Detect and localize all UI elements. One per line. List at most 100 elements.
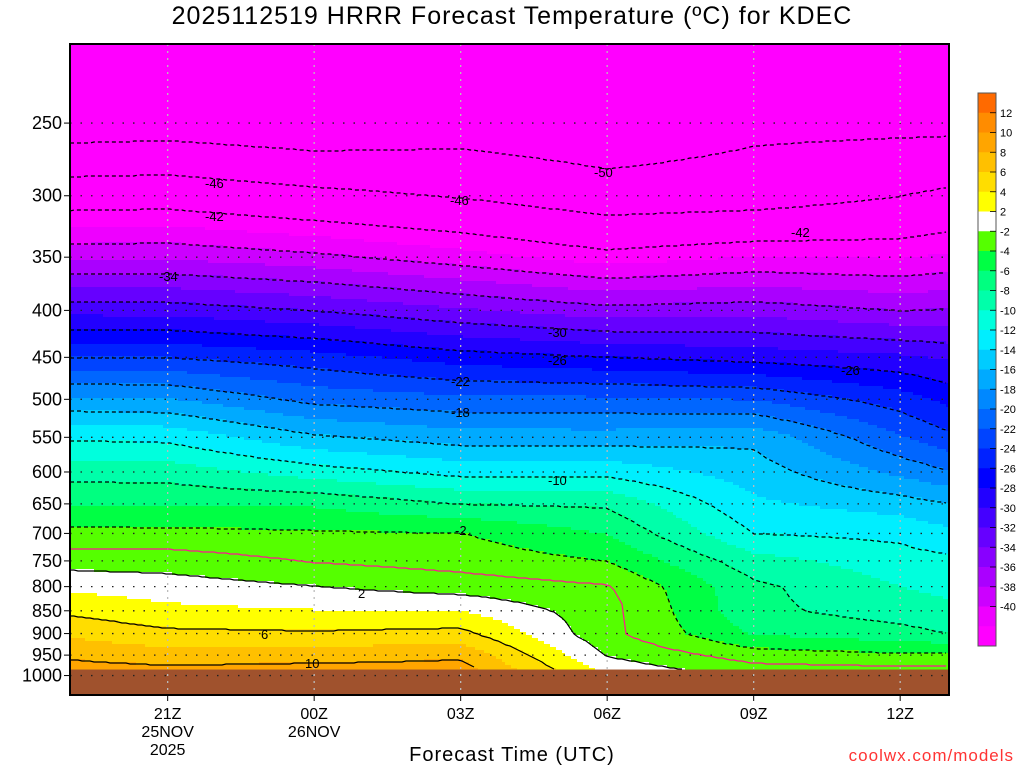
temperature-cell bbox=[265, 395, 587, 399]
temperature-cell bbox=[688, 371, 905, 375]
temperature-cell bbox=[667, 593, 716, 597]
contour-label: -26 bbox=[548, 353, 567, 368]
colorbar-swatch bbox=[978, 251, 996, 272]
colorbar-label: -6 bbox=[1000, 266, 1010, 278]
temperature-cell bbox=[931, 398, 950, 402]
temperature-cell bbox=[376, 482, 650, 486]
temperature-cell bbox=[70, 515, 428, 519]
temperature-cell bbox=[580, 341, 947, 345]
temperature-cell bbox=[244, 437, 374, 441]
temperature-cell bbox=[70, 401, 203, 405]
temperature-cell bbox=[70, 509, 347, 513]
temperature-cell bbox=[700, 530, 752, 534]
temperature-cell bbox=[70, 89, 950, 93]
temperature-cell bbox=[904, 476, 950, 480]
temperature-cell bbox=[832, 380, 944, 384]
temperature-cell bbox=[298, 461, 623, 465]
temperature-cell bbox=[670, 605, 719, 609]
credit-link[interactable]: coolwx.com/models bbox=[848, 746, 1014, 765]
temperature-cell bbox=[70, 137, 950, 141]
temperature-cell bbox=[85, 638, 494, 642]
temperature-cell bbox=[847, 509, 950, 513]
temperature-cell bbox=[70, 188, 950, 192]
contour-label: -26 bbox=[841, 363, 860, 378]
temperature-cell bbox=[775, 416, 848, 420]
temperature-cell bbox=[616, 563, 671, 567]
below-ground-area bbox=[70, 669, 949, 695]
temperature-cell bbox=[70, 491, 317, 495]
temperature-cell bbox=[724, 641, 932, 645]
temperature-cell bbox=[646, 500, 707, 504]
temperature-cell bbox=[70, 71, 950, 75]
temperature-cell bbox=[691, 548, 746, 552]
temperature-cell bbox=[346, 404, 791, 408]
temperature-cell bbox=[946, 449, 950, 453]
temperature-cell bbox=[166, 626, 515, 630]
temperature-cell bbox=[70, 575, 206, 579]
temperature-cell bbox=[346, 509, 614, 513]
temperature-cell bbox=[316, 251, 488, 255]
temperature-cell bbox=[892, 407, 950, 411]
temperature-cell bbox=[658, 557, 713, 561]
temperature-cell bbox=[463, 659, 503, 663]
temperature-cell bbox=[931, 482, 950, 486]
temperature-cell bbox=[757, 386, 884, 390]
temperature-cell bbox=[70, 179, 950, 183]
temperature-cell bbox=[673, 611, 722, 615]
temperature-cell bbox=[661, 485, 740, 489]
temperature-cell bbox=[925, 308, 950, 312]
temperature-cell bbox=[97, 593, 467, 597]
temperature-cell bbox=[469, 293, 950, 297]
temperature-cell bbox=[325, 281, 497, 285]
temperature-cell bbox=[877, 470, 950, 474]
temperature-cell bbox=[685, 344, 950, 348]
temperature-cell bbox=[643, 275, 950, 279]
temperature-cell bbox=[829, 563, 950, 567]
temperature-cell bbox=[235, 332, 428, 336]
temperature-cell bbox=[361, 284, 533, 288]
y-tick-label: 450 bbox=[32, 347, 62, 367]
temperature-cell bbox=[820, 506, 950, 510]
temperature-cell bbox=[784, 587, 908, 591]
y-tick-label: 600 bbox=[32, 462, 62, 482]
temperature-cell bbox=[718, 257, 881, 261]
temperature-cell bbox=[490, 653, 530, 657]
temperature-cell bbox=[652, 464, 782, 468]
temperature-cell bbox=[670, 602, 719, 606]
temperature-cell bbox=[70, 512, 380, 516]
y-tick-label: 800 bbox=[32, 577, 62, 597]
temperature-cell bbox=[934, 629, 950, 633]
temperature-cell bbox=[265, 425, 428, 429]
temperature-cell bbox=[70, 278, 278, 282]
y-tick-label: 350 bbox=[32, 247, 62, 267]
colorbar-label: -4 bbox=[1000, 246, 1010, 258]
temperature-cell bbox=[841, 536, 950, 540]
temperature-cell bbox=[571, 629, 686, 633]
temperature-cell bbox=[70, 233, 290, 237]
temperature-cell bbox=[547, 299, 950, 303]
colorbar-label: -30 bbox=[1000, 503, 1016, 515]
temperature-cell bbox=[187, 428, 284, 432]
temperature-cell bbox=[769, 581, 890, 585]
temperature-cell bbox=[247, 305, 440, 309]
temperature-cell bbox=[70, 368, 329, 372]
temperature-cell bbox=[118, 620, 503, 624]
temperature-cell bbox=[70, 104, 950, 108]
temperature-cell bbox=[202, 401, 305, 405]
temperature-cell bbox=[430, 500, 647, 504]
temperature-cell bbox=[904, 371, 950, 375]
temperature-cell bbox=[739, 521, 929, 525]
temperature-cell bbox=[451, 320, 839, 324]
temperature-cell bbox=[724, 512, 878, 516]
temperature-cell bbox=[919, 590, 950, 594]
temperature-cell bbox=[526, 602, 671, 606]
isotherm-6 bbox=[70, 615, 555, 670]
temperature-cell bbox=[550, 608, 674, 612]
temperature-cell bbox=[70, 533, 470, 537]
temperature-cell bbox=[127, 596, 491, 600]
temperature-cell bbox=[94, 617, 494, 621]
temperature-cell bbox=[676, 542, 728, 546]
temperature-cell bbox=[496, 323, 890, 327]
temperature-cell bbox=[289, 293, 470, 297]
